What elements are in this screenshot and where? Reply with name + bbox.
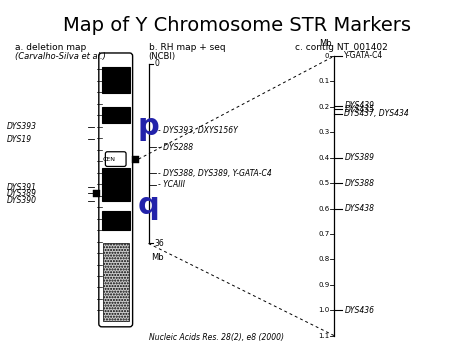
Text: DYS389: DYS389 — [345, 153, 374, 162]
Bar — [102, 107, 129, 123]
Text: - DYS393, DXYS156Y: - DYS393, DXYS156Y — [158, 126, 238, 136]
Text: DYS391: DYS391 — [6, 183, 36, 192]
Bar — [132, 155, 138, 163]
Text: 0.1: 0.1 — [318, 78, 329, 84]
Text: CEN: CEN — [103, 157, 116, 162]
Bar — [102, 67, 129, 93]
Text: (NCBI): (NCBI) — [148, 52, 176, 61]
Text: Nucleic Acids Res. 28(2), e8 (2000): Nucleic Acids Res. 28(2), e8 (2000) — [148, 333, 283, 342]
Text: 36: 36 — [155, 239, 164, 248]
Text: Map of Y Chromosome STR Markers: Map of Y Chromosome STR Markers — [63, 16, 411, 35]
Text: 0.5: 0.5 — [319, 180, 329, 186]
Text: DYS435: DYS435 — [345, 105, 374, 114]
Text: Mb: Mb — [319, 39, 331, 48]
Text: 0.3: 0.3 — [318, 129, 329, 135]
Text: 1.1: 1.1 — [318, 333, 329, 339]
Text: DYS438: DYS438 — [345, 204, 374, 213]
Text: DYS388: DYS388 — [345, 179, 374, 188]
Text: DYS437, DYS434: DYS437, DYS434 — [345, 109, 409, 119]
Text: c. contig NT_001402: c. contig NT_001402 — [295, 43, 387, 52]
Text: 0: 0 — [325, 53, 329, 59]
Text: DYS19: DYS19 — [6, 135, 31, 143]
Text: 0.9: 0.9 — [318, 282, 329, 288]
FancyBboxPatch shape — [99, 53, 133, 327]
Text: DYS436: DYS436 — [345, 306, 374, 315]
Text: q: q — [137, 191, 159, 220]
Text: b. RH map + seq: b. RH map + seq — [148, 43, 225, 52]
Text: (Carvalho-Silva et al.): (Carvalho-Silva et al.) — [15, 52, 106, 61]
Bar — [103, 244, 128, 321]
Text: 0.4: 0.4 — [319, 155, 329, 161]
Text: - YCAIII: - YCAIII — [158, 180, 185, 189]
Text: DYS389: DYS389 — [6, 189, 36, 198]
Text: 0.6: 0.6 — [318, 206, 329, 212]
Text: DYS439: DYS439 — [345, 101, 374, 110]
Text: 0.2: 0.2 — [319, 104, 329, 110]
Bar — [102, 169, 129, 201]
Text: DYS390: DYS390 — [6, 196, 36, 205]
Text: a. deletion map: a. deletion map — [15, 43, 87, 52]
Text: 0: 0 — [155, 60, 159, 69]
Text: 0.7: 0.7 — [318, 231, 329, 237]
Text: p: p — [137, 113, 159, 141]
Text: - DYS388, DYS389, Y-GATA-C4: - DYS388, DYS389, Y-GATA-C4 — [158, 169, 272, 178]
Text: 0.8: 0.8 — [318, 256, 329, 262]
FancyBboxPatch shape — [105, 152, 126, 166]
Text: 1.0: 1.0 — [318, 307, 329, 313]
Text: - DYS288: - DYS288 — [158, 143, 193, 152]
Bar — [93, 190, 100, 197]
Text: DYS393: DYS393 — [6, 122, 36, 131]
Text: Mb: Mb — [152, 253, 164, 262]
Bar — [102, 211, 129, 230]
Bar — [101, 154, 131, 164]
Text: Y-GATA-C4: Y-GATA-C4 — [345, 51, 383, 60]
